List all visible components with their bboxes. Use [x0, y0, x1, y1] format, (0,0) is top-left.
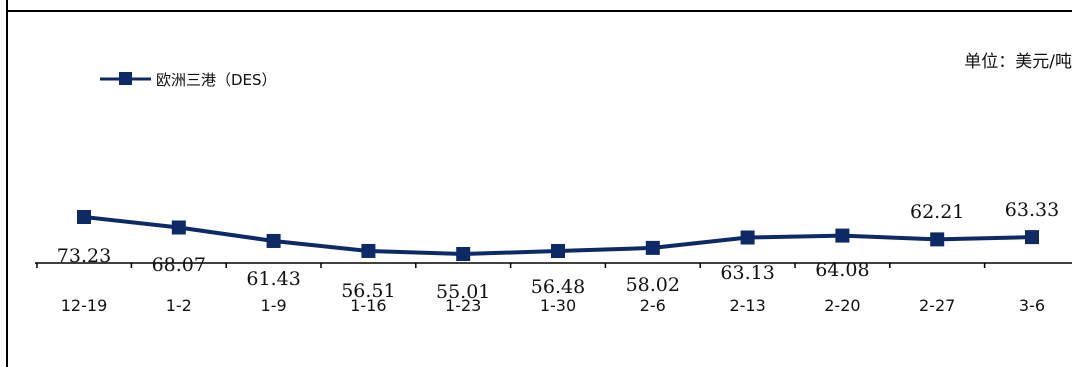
unit-label: 单位：美元/吨	[964, 52, 1072, 72]
data-label: 58.02	[626, 274, 680, 296]
data-label: 68.07	[152, 254, 206, 276]
data-point	[740, 230, 755, 245]
x-tick-label: 1-2	[166, 296, 192, 315]
x-tick-label: 2-13	[729, 296, 765, 315]
legend-entry-label: 欧洲三港（DES）	[156, 71, 277, 89]
data-point	[77, 210, 91, 224]
series-group	[77, 210, 1039, 261]
legend-marker-swatch	[119, 72, 132, 85]
x-tick-label: 2-20	[824, 296, 860, 315]
data-label: 63.33	[1005, 199, 1059, 221]
x-tick-label: 2-27	[919, 296, 955, 315]
data-point	[645, 240, 660, 255]
legend: 欧洲三港（DES）	[100, 71, 277, 89]
data-label: 62.21	[910, 201, 964, 223]
data-point	[1025, 230, 1039, 245]
data-label: 63.13	[720, 262, 774, 284]
data-point	[835, 228, 850, 243]
data-point	[551, 244, 565, 259]
data-label: 55.01	[436, 281, 490, 303]
x-tick-label: 3-6	[1019, 296, 1045, 315]
data-point	[266, 233, 281, 248]
x-tick-label: 1-9	[261, 296, 287, 315]
data-labels: 73.23 68.07 61.43 56.51 55.01 56.48 58.02 63.13…	[57, 199, 1059, 303]
data-label: 61.43	[246, 268, 300, 290]
x-tick-label: 12-19	[61, 296, 108, 315]
data-point	[930, 232, 945, 247]
x-axis-ticks	[36, 263, 986, 268]
data-label: 73.23	[57, 245, 111, 267]
data-point	[171, 220, 186, 235]
data-label: 56.48	[531, 276, 585, 298]
data-point	[361, 243, 376, 258]
data-label: 64.08	[815, 259, 869, 281]
data-label: 56.51	[341, 280, 395, 302]
x-tick-label: 1-23	[445, 296, 481, 315]
x-axis-tick-labels: 12-19 1-2 1-9 1-16 1-23 1-30 2-6 2-13 2-20 2-27 3-…	[61, 296, 1045, 315]
data-point	[456, 247, 471, 261]
x-tick-label: 1-30	[540, 296, 576, 315]
x-tick-label: 2-6	[640, 296, 666, 315]
x-tick-label: 1-16	[350, 296, 386, 315]
